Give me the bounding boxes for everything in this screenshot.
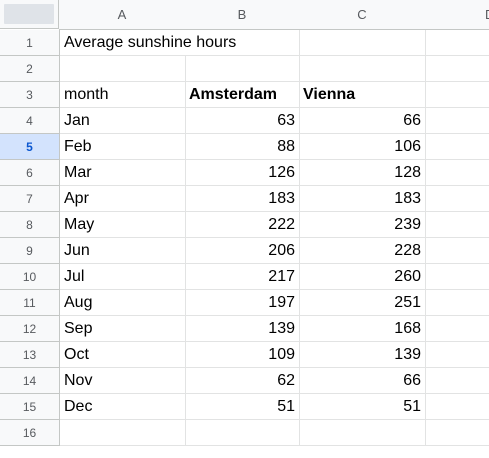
cell-c[interactable]: 168 bbox=[299, 316, 426, 342]
cell-d[interactable] bbox=[425, 30, 489, 56]
cell-a[interactable]: Average sunshine hours bbox=[60, 30, 236, 56]
cell-b[interactable]: 217 bbox=[185, 264, 300, 290]
cell-a[interactable]: Feb bbox=[60, 134, 186, 160]
row-header[interactable]: 6 bbox=[0, 160, 60, 186]
column-header-d[interactable]: D bbox=[425, 0, 489, 30]
select-all-corner[interactable] bbox=[0, 0, 59, 29]
cell-c[interactable]: 139 bbox=[299, 342, 426, 368]
column-header-b[interactable]: B bbox=[185, 0, 300, 30]
cell-d[interactable] bbox=[425, 56, 489, 82]
cell-d[interactable] bbox=[425, 108, 489, 134]
cell-b[interactable]: 222 bbox=[185, 212, 300, 238]
cell-a[interactable]: Oct bbox=[60, 342, 186, 368]
cell-a[interactable]: Sep bbox=[60, 316, 186, 342]
cell-b[interactable]: 197 bbox=[185, 290, 300, 316]
column-header-a[interactable]: A bbox=[59, 0, 186, 30]
cell-a[interactable]: Jan bbox=[60, 108, 186, 134]
cell-c[interactable]: 128 bbox=[299, 160, 426, 186]
cell-b[interactable]: 51 bbox=[185, 394, 300, 420]
row-header[interactable]: 16 bbox=[0, 420, 60, 446]
cell-c[interactable]: 66 bbox=[299, 368, 426, 394]
cell-a[interactable]: Mar bbox=[60, 160, 186, 186]
row-header[interactable]: 3 bbox=[0, 82, 60, 108]
cell-b[interactable]: Amsterdam bbox=[185, 82, 300, 108]
cell-d[interactable] bbox=[425, 290, 489, 316]
cell-d[interactable] bbox=[425, 186, 489, 212]
cell-c[interactable]: 106 bbox=[299, 134, 426, 160]
cell-d[interactable] bbox=[425, 160, 489, 186]
cell-a[interactable]: Dec bbox=[60, 394, 186, 420]
cell-c[interactable]: 260 bbox=[299, 264, 426, 290]
cell-d[interactable] bbox=[425, 134, 489, 160]
cell-a[interactable]: Jul bbox=[60, 264, 186, 290]
row-header[interactable]: 8 bbox=[0, 212, 60, 238]
row-header[interactable]: 7 bbox=[0, 186, 60, 212]
cell-b[interactable]: 109 bbox=[185, 342, 300, 368]
cell-d[interactable] bbox=[425, 368, 489, 394]
row-header[interactable]: 10 bbox=[0, 264, 60, 290]
select-all-indicator bbox=[4, 4, 54, 24]
row-header[interactable]: 4 bbox=[0, 108, 60, 134]
row-header[interactable]: 9 bbox=[0, 238, 60, 264]
cell-c[interactable]: 239 bbox=[299, 212, 426, 238]
row-header[interactable]: 15 bbox=[0, 394, 60, 420]
cell-a[interactable]: Aug bbox=[60, 290, 186, 316]
cell-a[interactable]: month bbox=[60, 82, 186, 108]
row-header[interactable]: 2 bbox=[0, 56, 60, 82]
cell-b[interactable]: 139 bbox=[185, 316, 300, 342]
cell-d[interactable] bbox=[425, 420, 489, 446]
cell-b[interactable] bbox=[185, 420, 300, 446]
cell-a[interactable]: Apr bbox=[60, 186, 186, 212]
row-header[interactable]: 13 bbox=[0, 342, 60, 368]
cell-c[interactable]: 51 bbox=[299, 394, 426, 420]
cell-d[interactable] bbox=[425, 316, 489, 342]
cell-b[interactable]: 126 bbox=[185, 160, 300, 186]
cell-c[interactable] bbox=[299, 420, 426, 446]
cell-a[interactable] bbox=[60, 420, 186, 446]
row-header[interactable]: 12 bbox=[0, 316, 60, 342]
cell-c[interactable]: 66 bbox=[299, 108, 426, 134]
cell-d[interactable] bbox=[425, 238, 489, 264]
cell-a[interactable]: Nov bbox=[60, 368, 186, 394]
cell-b[interactable]: 183 bbox=[185, 186, 300, 212]
column-header-c[interactable]: C bbox=[299, 0, 426, 30]
cell-b[interactable]: 62 bbox=[185, 368, 300, 394]
cell-a[interactable]: May bbox=[60, 212, 186, 238]
cell-b[interactable] bbox=[185, 30, 300, 56]
cell-d[interactable] bbox=[425, 82, 489, 108]
cell-a[interactable] bbox=[60, 56, 186, 82]
cell-c[interactable]: 251 bbox=[299, 290, 426, 316]
cell-c[interactable]: Vienna bbox=[299, 82, 426, 108]
cell-d[interactable] bbox=[425, 212, 489, 238]
cell-c[interactable]: 228 bbox=[299, 238, 426, 264]
cell-a[interactable]: Jun bbox=[60, 238, 186, 264]
row-header[interactable]: 1 bbox=[0, 30, 60, 56]
cell-b[interactable]: 206 bbox=[185, 238, 300, 264]
cell-c[interactable] bbox=[299, 56, 426, 82]
cell-b[interactable] bbox=[185, 56, 300, 82]
cell-c[interactable] bbox=[299, 30, 426, 56]
cell-d[interactable] bbox=[425, 394, 489, 420]
cell-d[interactable] bbox=[425, 264, 489, 290]
cell-b[interactable]: 63 bbox=[185, 108, 300, 134]
row-header[interactable]: 5 bbox=[0, 134, 60, 160]
cell-c[interactable]: 183 bbox=[299, 186, 426, 212]
cell-b[interactable]: 88 bbox=[185, 134, 300, 160]
cell-d[interactable] bbox=[425, 342, 489, 368]
row-header[interactable]: 14 bbox=[0, 368, 60, 394]
row-header[interactable]: 11 bbox=[0, 290, 60, 316]
